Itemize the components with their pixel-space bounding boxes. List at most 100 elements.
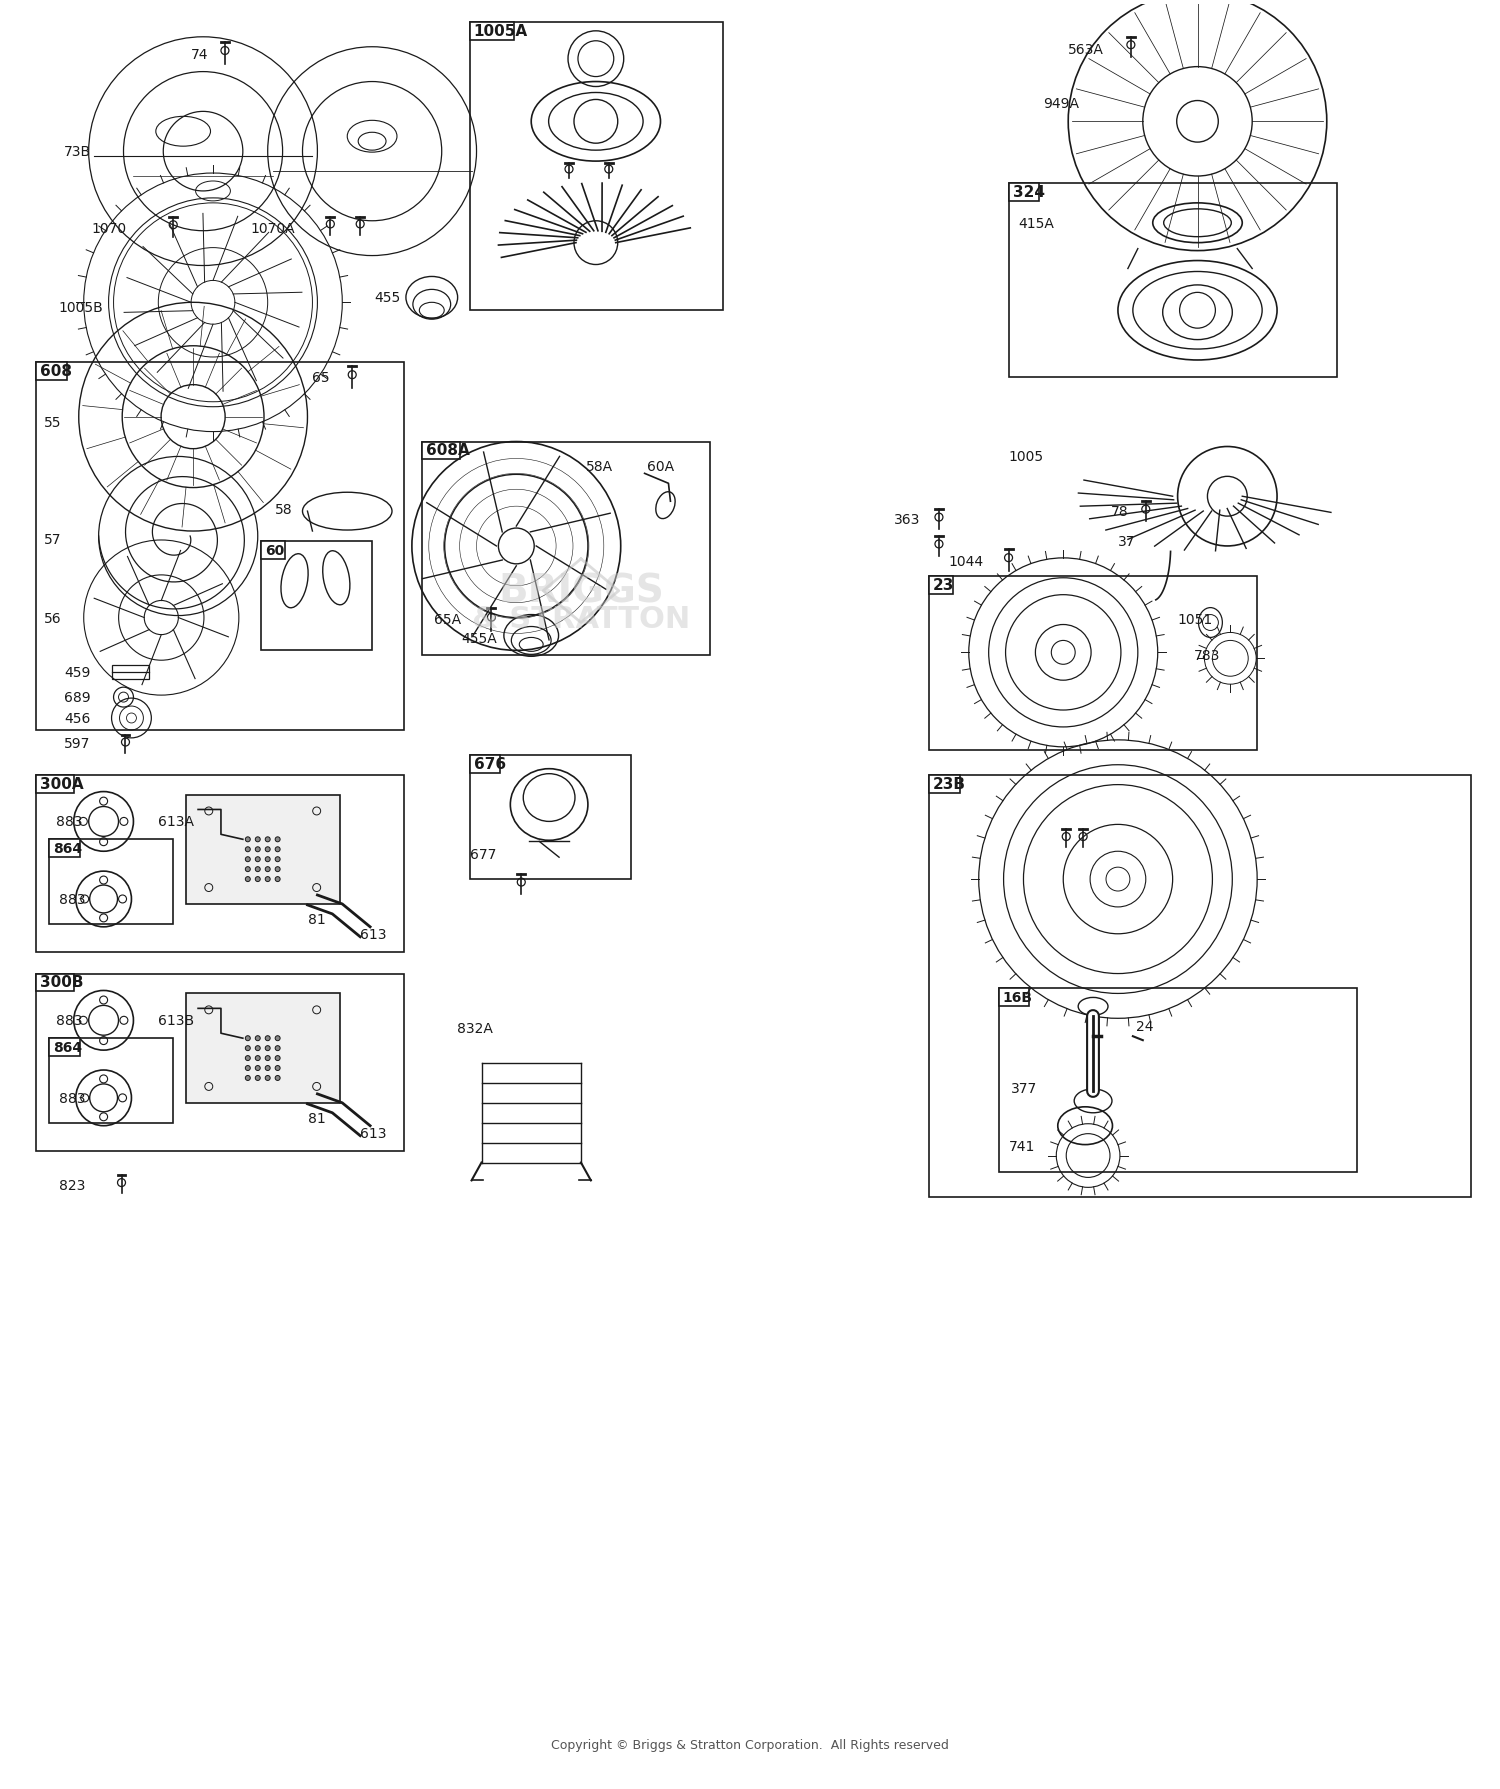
Text: 300B: 300B	[40, 975, 84, 989]
Circle shape	[246, 1066, 250, 1072]
Circle shape	[246, 837, 250, 843]
Bar	[928, 576, 1257, 750]
Bar	[36, 775, 74, 793]
Circle shape	[274, 1047, 280, 1052]
Text: 597: 597	[64, 737, 90, 750]
Bar	[36, 973, 74, 991]
Circle shape	[266, 1047, 270, 1052]
Circle shape	[274, 837, 280, 843]
Text: 689: 689	[64, 691, 90, 705]
Text: 459: 459	[64, 666, 90, 680]
Text: 455: 455	[374, 292, 400, 306]
Text: 883: 883	[58, 1091, 86, 1106]
Circle shape	[255, 868, 260, 873]
Circle shape	[255, 848, 260, 852]
Bar	[36, 363, 68, 381]
Bar	[928, 775, 960, 793]
Text: 363: 363	[894, 513, 921, 526]
Bar	[36, 775, 404, 952]
Text: 1070A: 1070A	[251, 222, 296, 236]
Bar	[999, 989, 1029, 1007]
Text: 16B: 16B	[1002, 991, 1032, 1005]
Text: 456: 456	[64, 712, 90, 726]
Circle shape	[274, 1056, 280, 1061]
Bar	[111, 666, 150, 680]
Circle shape	[266, 848, 270, 852]
Text: 60A: 60A	[646, 460, 674, 474]
Circle shape	[274, 857, 280, 862]
Text: 60: 60	[264, 544, 284, 558]
Text: 57: 57	[44, 533, 62, 547]
Bar	[50, 1039, 80, 1057]
Bar	[470, 23, 723, 311]
Circle shape	[246, 857, 250, 862]
Text: 74: 74	[190, 48, 208, 61]
Bar	[928, 576, 952, 594]
Text: 1070: 1070	[92, 222, 128, 236]
Bar	[422, 442, 459, 460]
Bar	[186, 794, 340, 905]
Circle shape	[266, 1075, 270, 1081]
Bar	[422, 442, 710, 657]
Circle shape	[266, 868, 270, 873]
Circle shape	[274, 877, 280, 882]
Text: 677: 677	[470, 848, 496, 862]
Text: 1051: 1051	[1178, 612, 1214, 626]
Text: 823: 823	[58, 1179, 86, 1193]
Bar	[1008, 184, 1336, 377]
Circle shape	[255, 837, 260, 843]
Text: 883: 883	[56, 816, 82, 828]
Circle shape	[266, 837, 270, 843]
Text: 23B: 23B	[933, 776, 966, 791]
Bar	[261, 542, 285, 560]
Bar	[470, 755, 630, 880]
Circle shape	[274, 1036, 280, 1041]
Text: 1005A: 1005A	[474, 23, 528, 39]
Text: 949A: 949A	[1044, 97, 1080, 111]
Text: 37: 37	[1118, 535, 1136, 549]
Text: 78: 78	[1112, 504, 1128, 519]
Circle shape	[246, 877, 250, 882]
Text: Copyright © Briggs & Stratton Corporation.  All Rights reserved: Copyright © Briggs & Stratton Corporatio…	[550, 1737, 950, 1751]
Text: 1005: 1005	[1008, 451, 1044, 463]
Circle shape	[266, 877, 270, 882]
Text: 883: 883	[56, 1014, 82, 1027]
Text: 563A: 563A	[1068, 43, 1104, 57]
Bar	[1008, 184, 1040, 202]
Bar	[470, 23, 514, 41]
Text: BRIGGS: BRIGGS	[498, 572, 664, 610]
Bar	[261, 542, 372, 651]
Circle shape	[255, 857, 260, 862]
Text: 783: 783	[1194, 649, 1219, 664]
Circle shape	[274, 848, 280, 852]
Circle shape	[255, 877, 260, 882]
Text: 58A: 58A	[586, 460, 613, 474]
Circle shape	[274, 868, 280, 873]
Bar	[50, 1039, 172, 1123]
Text: 676: 676	[474, 757, 506, 771]
Bar	[36, 973, 404, 1150]
Text: 1044: 1044	[950, 555, 984, 569]
Text: 608A: 608A	[426, 444, 470, 458]
Text: 613: 613	[360, 1125, 387, 1140]
Circle shape	[246, 1036, 250, 1041]
Circle shape	[266, 1036, 270, 1041]
Text: 81: 81	[309, 912, 326, 927]
Circle shape	[255, 1047, 260, 1052]
Circle shape	[255, 1075, 260, 1081]
Text: 324: 324	[1013, 184, 1044, 200]
Circle shape	[255, 1056, 260, 1061]
Text: 741: 741	[1008, 1140, 1035, 1152]
Circle shape	[274, 1066, 280, 1072]
Circle shape	[274, 1075, 280, 1081]
Text: 300A: 300A	[40, 776, 84, 791]
Circle shape	[255, 1066, 260, 1072]
Text: 864: 864	[53, 1041, 82, 1054]
Text: 864: 864	[53, 843, 82, 855]
Text: 58: 58	[274, 503, 292, 517]
Text: 23: 23	[933, 578, 954, 592]
Circle shape	[246, 1047, 250, 1052]
Text: 613: 613	[360, 927, 387, 941]
Circle shape	[266, 1066, 270, 1072]
Text: 65: 65	[312, 370, 330, 385]
